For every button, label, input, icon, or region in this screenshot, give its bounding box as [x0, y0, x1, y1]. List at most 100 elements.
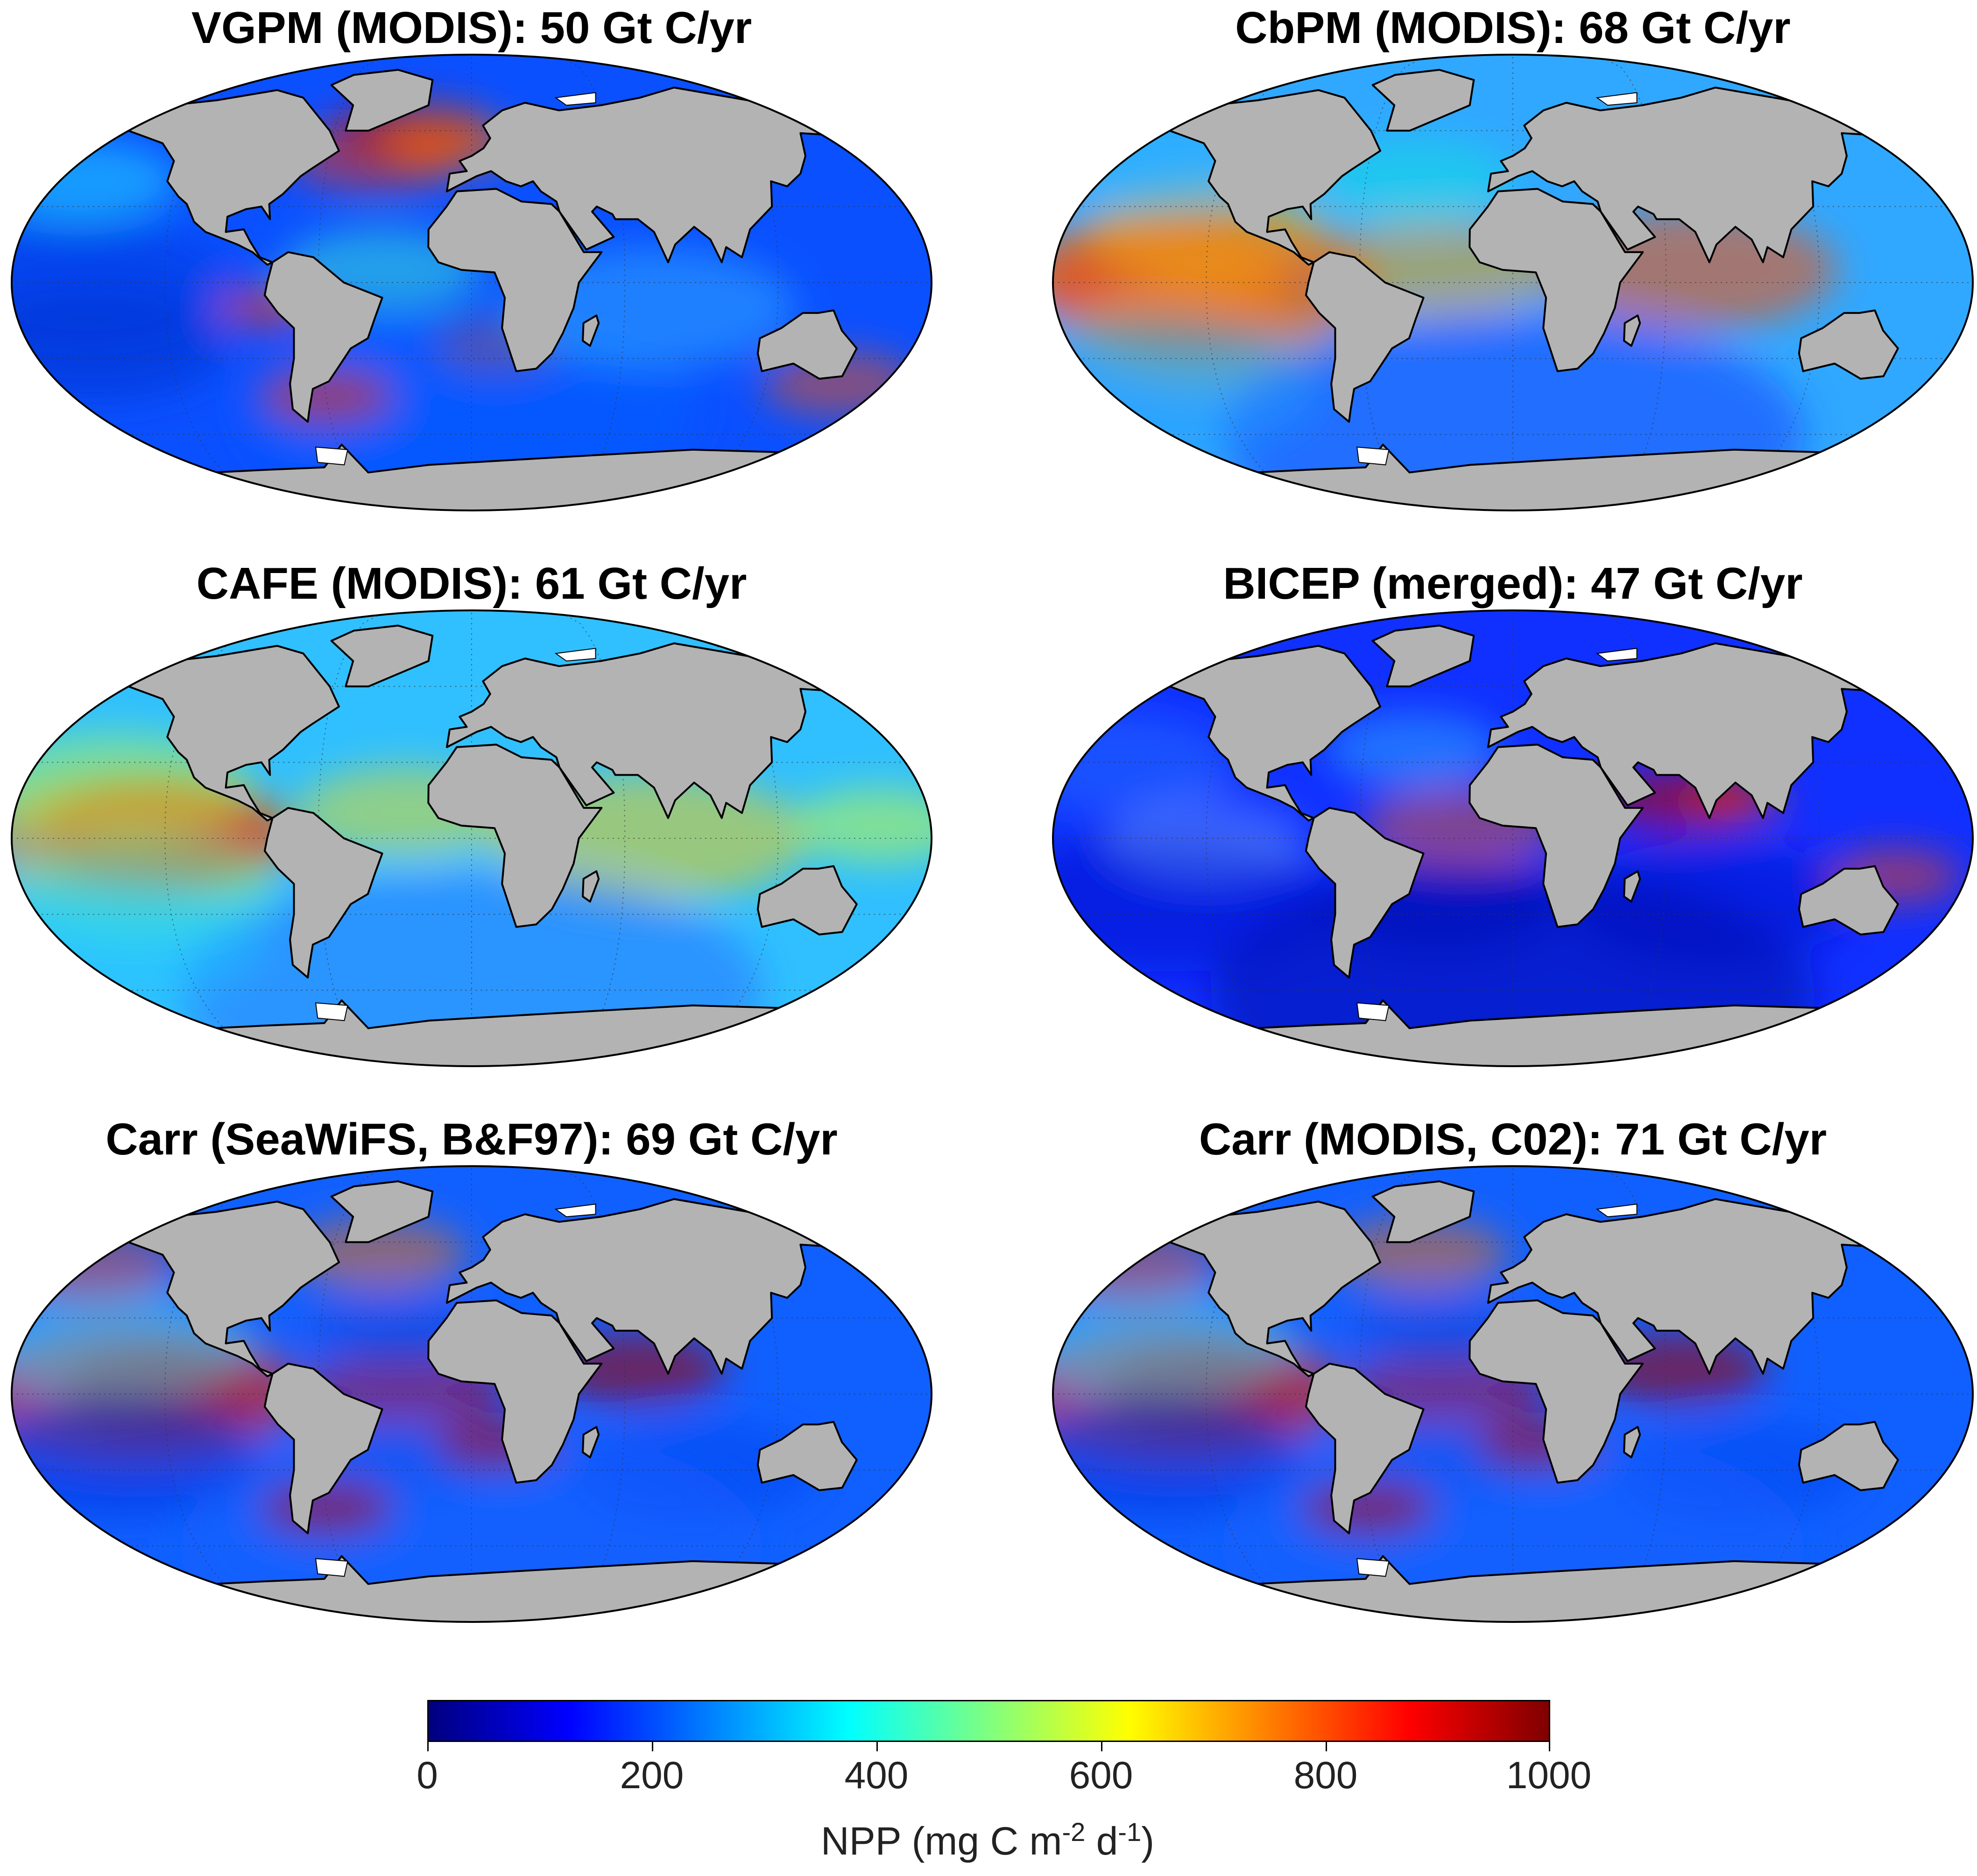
- map-frame: [1052, 609, 1974, 1067]
- map-panel-cbpm: CbPM (MODIS): 68 Gt C/yr: [1051, 0, 1975, 514]
- landmass-australia: [1798, 1421, 1899, 1491]
- map-panel-carr-seawifs: Carr (SeaWiFS, B&F97): 69 Gt C/yr: [9, 1111, 934, 1625]
- landmass-eurasia: [446, 1198, 867, 1375]
- landmass-southAmerica: [1305, 251, 1425, 423]
- colorbar-tick: [652, 1742, 653, 1751]
- graticule-line: [164, 55, 304, 510]
- npp-map: [1052, 609, 1974, 1067]
- panel-title: CAFE (MODIS): 61 Gt C/yr: [196, 559, 747, 609]
- panel-title: Carr (MODIS, C02): 71 Gt C/yr: [1199, 1114, 1827, 1164]
- colorbar-tick-label: 400: [844, 1754, 909, 1797]
- map-panel-bicep: BICEP (merged): 47 Gt C/yr: [1051, 556, 1975, 1069]
- npp-map: [11, 1165, 932, 1623]
- npp-map: [1052, 54, 1974, 511]
- landmass-australia: [1798, 309, 1899, 380]
- colorbar-axis-label: NPP (mg C m-2 d-1): [820, 1817, 1155, 1863]
- panel-title: BICEP (merged): 47 Gt C/yr: [1223, 559, 1803, 609]
- map-panel-vgpm: VGPM (MODIS): 50 Gt C/yr: [9, 0, 934, 514]
- landmass-southAmerica: [263, 1362, 383, 1535]
- colorbar-tick: [427, 1742, 429, 1751]
- colorbar-tick-label: 800: [1293, 1754, 1358, 1797]
- map-panel-carr-modis: Carr (MODIS, C02): 71 Gt C/yr: [1051, 1111, 1975, 1625]
- no-data-patch: [315, 1558, 348, 1577]
- graticule-line: [1681, 610, 1820, 1066]
- graticule-line: [640, 610, 779, 1066]
- landmass-northAmerica: [93, 644, 340, 821]
- colorbar-legend: 0 200 400 600 800 1000 NPP (mg C m-2 d-1…: [417, 1695, 1591, 1873]
- landmass-madagascar: [582, 1426, 600, 1458]
- no-data-patch: [1356, 1002, 1390, 1021]
- landmass-australia: [756, 1421, 858, 1491]
- map-frame: [11, 609, 932, 1067]
- landmass-greenland: [330, 1180, 434, 1243]
- graticule-line: [1681, 55, 1820, 510]
- landmass-madagascar: [582, 314, 600, 347]
- graticule-line: [640, 55, 779, 510]
- landmass-africa: [427, 1299, 603, 1484]
- landmass-africa: [1469, 188, 1644, 372]
- graticule-line: [1681, 1166, 1820, 1622]
- landmass-africa: [1469, 743, 1644, 928]
- landmass-northAmerica: [1134, 644, 1381, 821]
- graticule-line: [164, 610, 304, 1066]
- landmass-greenland: [1371, 624, 1475, 687]
- no-data-patch: [1356, 446, 1390, 466]
- landmass-eurasia: [1487, 1198, 1908, 1375]
- panel-title: CbPM (MODIS): 68 Gt C/yr: [1235, 3, 1791, 53]
- landmass-australia: [1798, 865, 1899, 935]
- colorbar-tick: [876, 1742, 878, 1751]
- no-data-patch: [1356, 1558, 1390, 1577]
- npp-anomaly: [288, 1217, 468, 1292]
- landmass-southAmerica: [263, 807, 383, 979]
- landmass-madagascar: [1623, 314, 1641, 347]
- npp-anomaly: [1329, 1217, 1509, 1292]
- landmass-greenland: [330, 69, 434, 132]
- npp-anomaly: [1053, 1287, 1293, 1400]
- landmass-madagascar: [582, 870, 600, 903]
- npp-anomaly: [791, 788, 932, 863]
- landmass-africa: [427, 743, 603, 928]
- npp-anomaly: [1324, 712, 1504, 787]
- landmass-southAmerica: [1305, 1362, 1425, 1535]
- colorbar-tick: [1101, 1742, 1102, 1751]
- landmass-eurasia: [1487, 642, 1908, 819]
- landmass-madagascar: [1623, 870, 1641, 903]
- landmass-madagascar: [1623, 1426, 1641, 1458]
- colorbar-tick-label: 200: [620, 1754, 684, 1797]
- graticule-line: [1206, 610, 1345, 1066]
- colorbar-tick: [1549, 1742, 1550, 1751]
- panel-title: Carr (SeaWiFS, B&F97): 69 Gt C/yr: [106, 1114, 838, 1164]
- no-data-patch: [1596, 92, 1638, 106]
- landmass-northAmerica: [93, 1200, 340, 1377]
- no-data-patch: [1596, 1203, 1638, 1218]
- no-data-patch: [554, 1203, 596, 1218]
- no-data-patch: [554, 648, 596, 662]
- colorbar-tick-label: 600: [1069, 1754, 1133, 1797]
- landmass-southAmerica: [1305, 807, 1425, 979]
- npp-map: [11, 609, 932, 1067]
- graticule-line: [164, 1166, 304, 1622]
- landmass-eurasia: [1487, 86, 1908, 263]
- colorbar-tick: [1326, 1742, 1327, 1751]
- map-frame: [1052, 54, 1974, 511]
- colorbar: [427, 1700, 1550, 1742]
- npp-anomaly: [12, 731, 252, 844]
- landmass-eurasia: [446, 86, 867, 263]
- landmass-northAmerica: [1134, 1200, 1381, 1377]
- no-data-patch: [315, 1002, 348, 1021]
- map-frame: [11, 1165, 932, 1623]
- graticule-line: [640, 1166, 779, 1622]
- map-panel-cafe: CAFE (MODIS): 61 Gt C/yr: [9, 556, 934, 1069]
- landmass-southAmerica: [263, 251, 383, 423]
- npp-map: [11, 54, 932, 511]
- graticule-line: [1206, 1166, 1345, 1622]
- npp-anomaly: [1053, 711, 1236, 814]
- colorbar-tick-label: 0: [417, 1754, 438, 1797]
- map-frame: [11, 54, 932, 511]
- landmass-australia: [756, 309, 858, 380]
- npp-map: [1052, 1165, 1974, 1623]
- no-data-patch: [554, 92, 596, 106]
- landmass-greenland: [330, 624, 434, 687]
- landmass-australia: [756, 865, 858, 935]
- no-data-patch: [1596, 648, 1638, 662]
